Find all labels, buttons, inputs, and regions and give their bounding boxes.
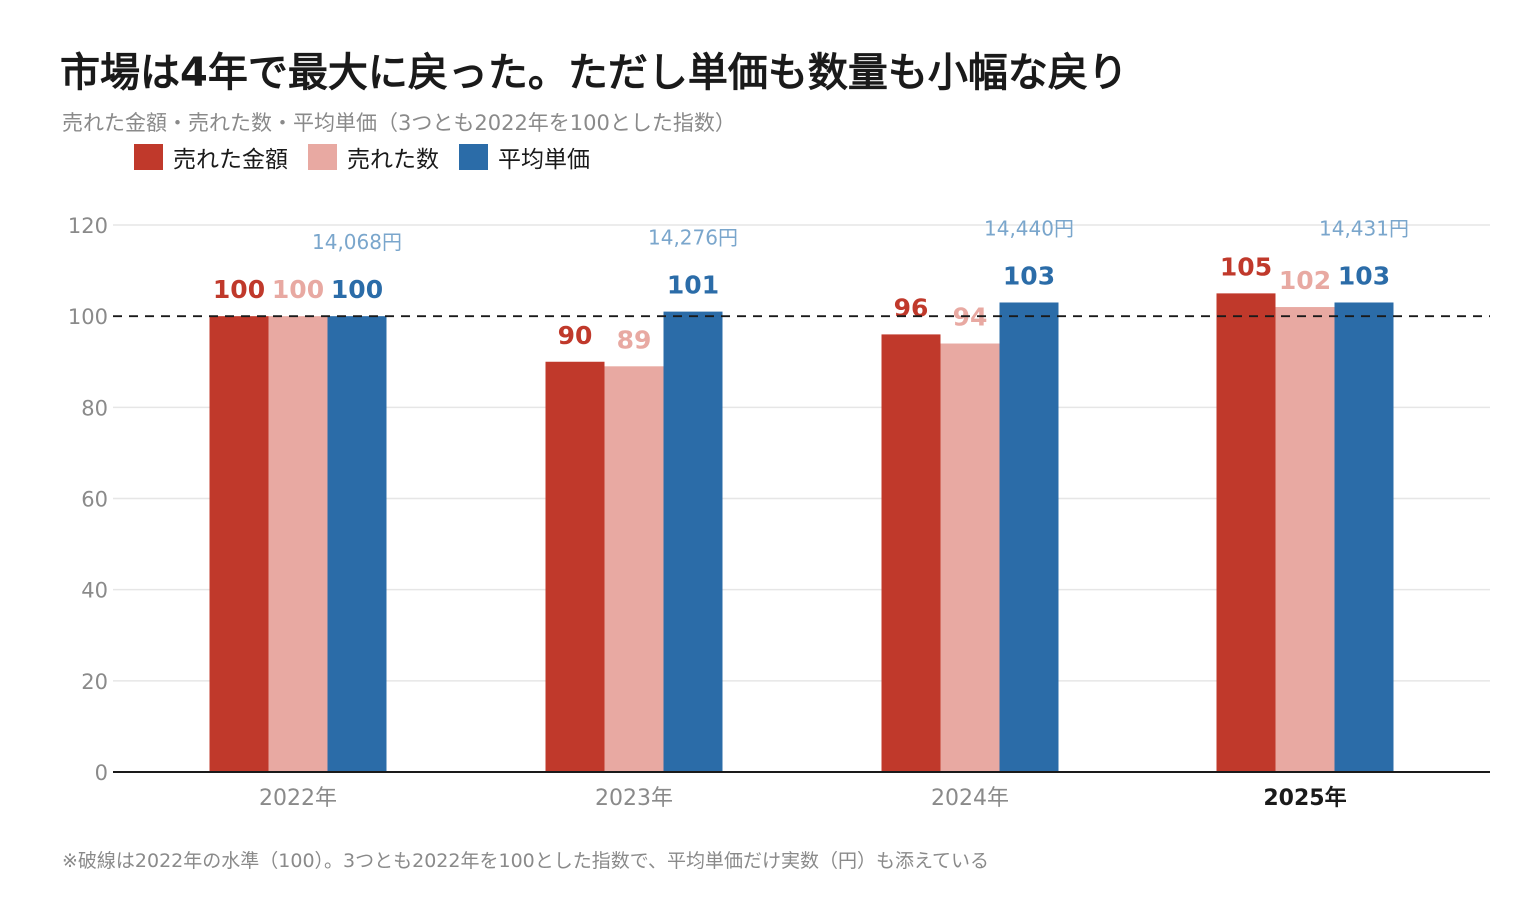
y-tick-label: 100 bbox=[68, 305, 108, 329]
legend-swatch-avg-price bbox=[459, 144, 488, 170]
chart-footnote: ※破線は2022年の水準（100）。3つとも2022年を100とした指数で、平均… bbox=[62, 850, 990, 872]
bar-value-label: 103 bbox=[1338, 261, 1390, 290]
bar-value-label: 89 bbox=[617, 325, 652, 354]
bar bbox=[1216, 293, 1276, 772]
price-label: 14,068円 bbox=[312, 230, 402, 254]
x-tick-label: 2023年 bbox=[595, 786, 673, 811]
y-tick-label: 80 bbox=[81, 396, 108, 420]
bar bbox=[663, 311, 723, 772]
price-label: 14,431円 bbox=[1319, 216, 1409, 240]
legend-item-units-sold: 売れた数 bbox=[308, 140, 439, 174]
y-tick-label: 40 bbox=[81, 579, 108, 603]
legend-label-sales-amount: 売れた金額 bbox=[173, 147, 288, 173]
chart-subtitle: 売れた金額・売れた数・平均単価（3つとも2022年を100とした指数） bbox=[62, 111, 736, 135]
bar-value-label: 103 bbox=[1003, 261, 1055, 290]
chart-title: 市場は4年で最大に戻った。ただし単価も数量も小幅な戻り bbox=[60, 50, 1128, 96]
legend-label-avg-price: 平均単価 bbox=[498, 147, 590, 173]
bar bbox=[1275, 307, 1335, 772]
bar bbox=[327, 316, 387, 772]
y-tick-label: 60 bbox=[81, 488, 108, 512]
price-label: 14,276円 bbox=[648, 226, 738, 250]
bar bbox=[604, 366, 664, 772]
bar-value-label: 101 bbox=[667, 271, 719, 300]
legend-label-units-sold: 売れた数 bbox=[347, 147, 439, 173]
bar-value-label: 100 bbox=[272, 275, 324, 304]
bar-value-label: 102 bbox=[1279, 266, 1331, 295]
legend-swatch-units-sold bbox=[308, 144, 337, 170]
bar bbox=[545, 361, 605, 772]
y-tick-label: 120 bbox=[68, 214, 108, 238]
legend-item-sales-amount: 売れた金額 bbox=[134, 140, 288, 174]
bar-value-label: 96 bbox=[894, 293, 929, 322]
legend-swatch-sales-amount bbox=[134, 144, 163, 170]
bar bbox=[940, 343, 1000, 772]
bar bbox=[268, 316, 328, 772]
legend: 売れた金額 売れた数 平均単価 bbox=[134, 140, 610, 174]
bar-value-label: 100 bbox=[213, 275, 265, 304]
y-tick-label: 20 bbox=[81, 670, 108, 694]
legend-item-avg-price: 平均単価 bbox=[459, 140, 590, 174]
price-label: 14,440円 bbox=[984, 216, 1074, 240]
bar bbox=[999, 302, 1059, 772]
y-tick-label: 0 bbox=[95, 761, 108, 785]
x-tick-label: 2024年 bbox=[931, 786, 1009, 811]
bar-value-label: 100 bbox=[331, 275, 383, 304]
x-tick-label: 2022年 bbox=[259, 786, 337, 811]
bar bbox=[881, 334, 941, 772]
bar bbox=[209, 316, 269, 772]
bar bbox=[1334, 302, 1394, 772]
x-tick-label: 2025年 bbox=[1263, 785, 1346, 811]
bar-value-label: 105 bbox=[1220, 252, 1272, 281]
bar-value-label: 90 bbox=[558, 321, 593, 350]
